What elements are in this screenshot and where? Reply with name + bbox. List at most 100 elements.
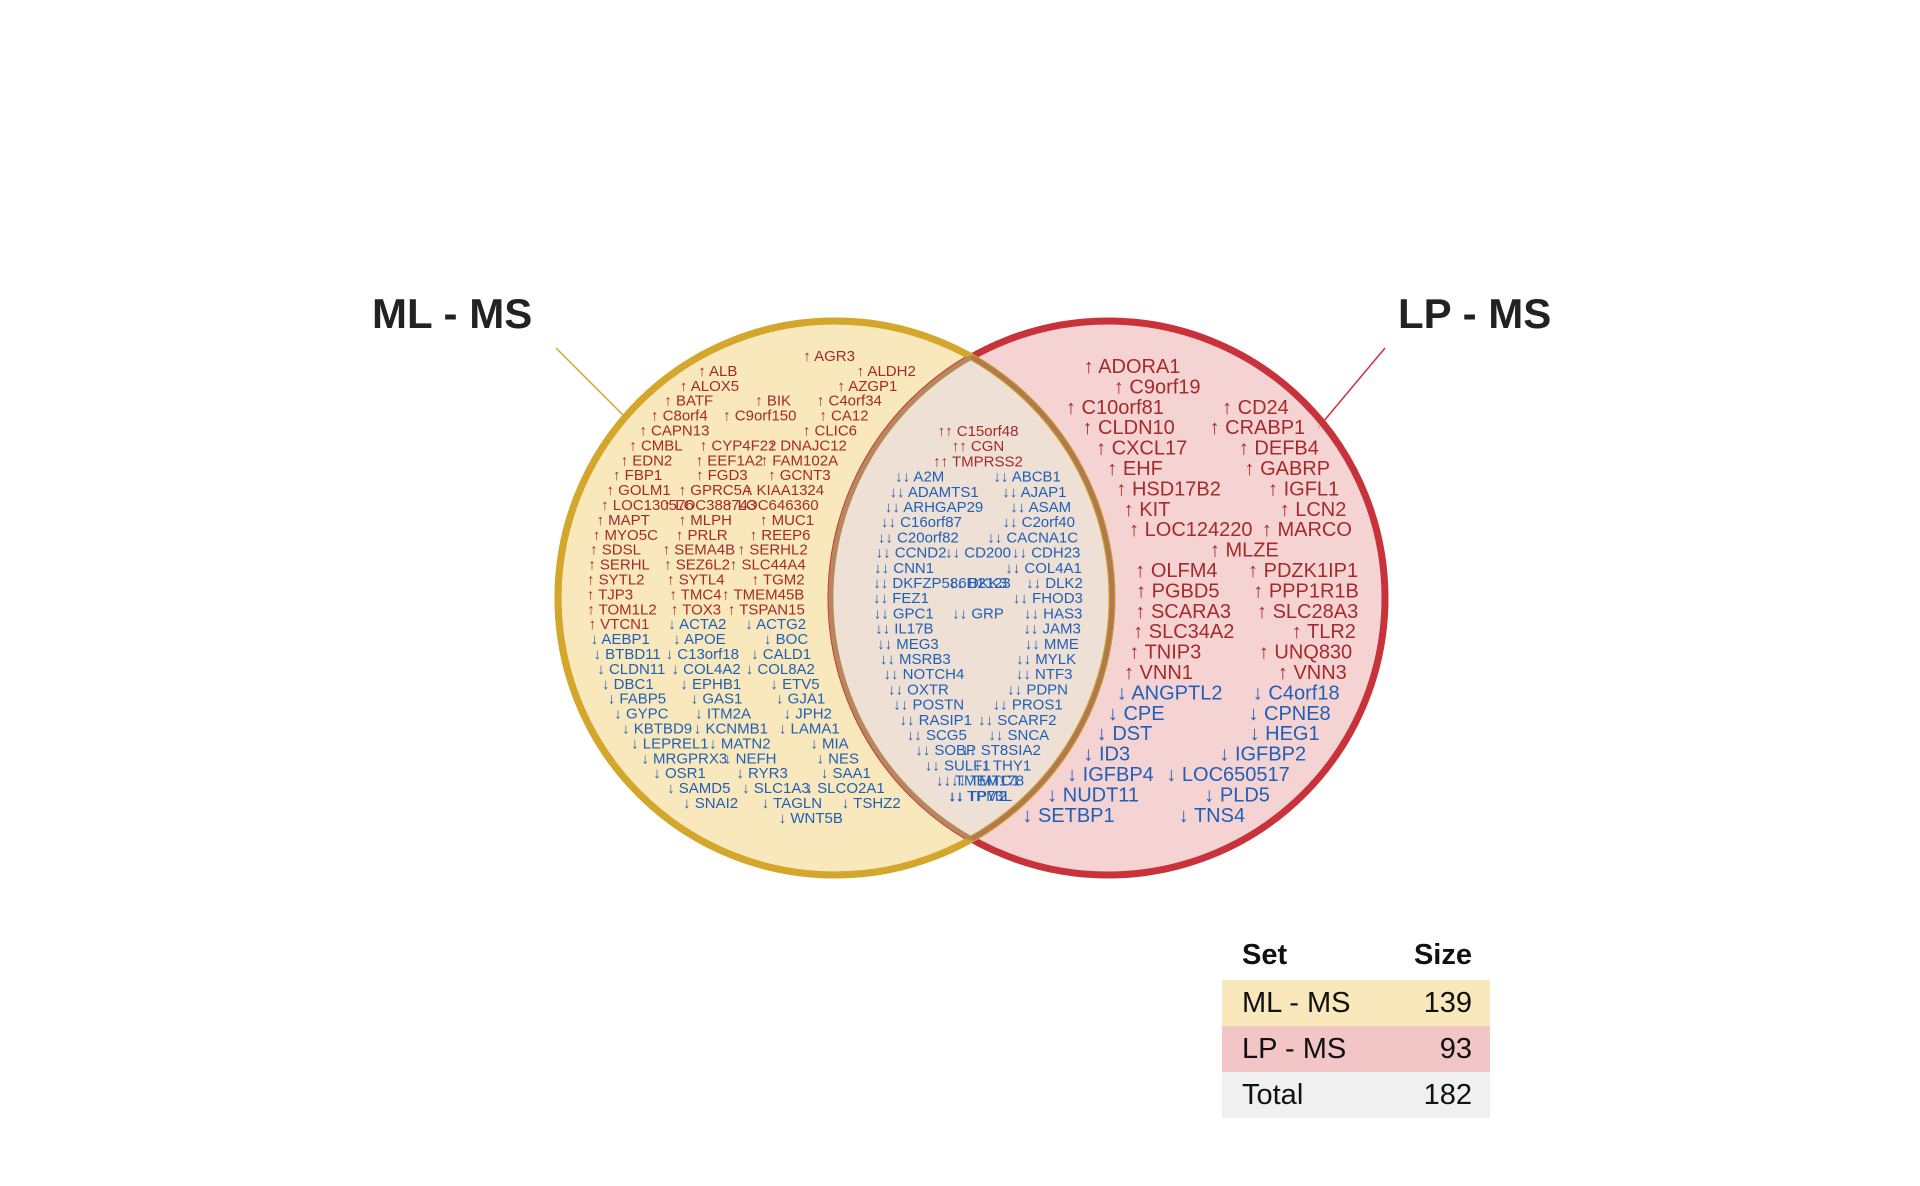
gene-label: ↑ ALOX5 [680, 378, 739, 395]
gene-label: ↑ SYTL2 [587, 572, 645, 589]
gene-label: ↑ LOC646360 [726, 497, 819, 514]
gene-label: ↓↓ C16orf87 [881, 514, 962, 531]
gene-label: ↓↓ C20orf82 [878, 529, 959, 546]
gene-label: ↓↓ CNN1 [874, 560, 934, 577]
gene-label: ↓ ITM2A [695, 706, 751, 723]
gene-label: ↓ MRGPRX3 [641, 750, 727, 767]
gene-label: ↓↓ DKK3 [949, 575, 1007, 592]
gene-label: ↑ UNQ830 [1259, 642, 1352, 664]
gene-label: ↓ RYR3 [736, 765, 787, 782]
gene-label: ↑ ALDH2 [857, 363, 916, 380]
gene-label: ↓↓ TPM2 [948, 788, 1007, 805]
gene-label: ↑ MUC1 [760, 512, 814, 529]
gene-label: ↑ SLC28A3 [1257, 601, 1358, 623]
gene-label: ↓↓ MEG3 [877, 636, 939, 653]
gene-label: ↓ CLDN11 [597, 661, 665, 678]
gene-label: ↓ ETV5 [770, 676, 819, 693]
gene-label: ↓↓ ABCB1 [993, 469, 1061, 486]
gene-label: ↑ C10orf81 [1066, 397, 1164, 419]
gene-label: ↑ TNIP3 [1129, 642, 1201, 664]
gene-label: ↓ IGFBP4 [1067, 764, 1154, 786]
gene-label: ↑ EDN2 [621, 452, 673, 469]
gene-label: ↑ TMC4 [669, 586, 721, 603]
gene-label: ↑ SCARA3 [1135, 601, 1231, 623]
legend-header-set: Set [1242, 938, 1288, 971]
gene-label: ↑ SDSL [590, 542, 641, 559]
legend-header: Set Size [1222, 930, 1490, 980]
gene-label: ↓↓ ADAMTS1 [890, 484, 979, 501]
gene-label: ↑↑ CGN [952, 438, 1005, 455]
gene-label: ↓↓ GPC1 [874, 605, 934, 622]
gene-label: ↓ TNS4 [1179, 805, 1245, 827]
gene-label: ↓ HEG1 [1250, 723, 1320, 745]
ml-only-gene-labels: ↑ AGR3↑ ALB ↑ ALDH2↑ ALOX5 ↑ AZGP1↑ BATF ↑ … [587, 348, 916, 827]
gene-label: ↓ FABP5 [608, 691, 666, 708]
gene-label: ↓ LEPREL1 [631, 735, 709, 752]
gene-label: ↓ NEFH [724, 750, 777, 767]
gene-label: ↑ GOLM1 [607, 482, 671, 499]
gene-label: ↓ NES [816, 750, 859, 767]
legend-set-label: LP - MS [1242, 1032, 1347, 1065]
gene-label: ↓↓ FEZ1 [873, 590, 929, 607]
gene-label: ↑ SERHL [588, 557, 650, 574]
gene-label: ↑ PPP1R1B [1253, 580, 1359, 602]
gene-label: ↑ MLZE [1210, 540, 1279, 562]
gene-label: ↑ CLDN10 [1083, 417, 1175, 439]
gene-label: ↑ SERHL2 [738, 542, 808, 559]
gene-label: ↑↑ TMPRSS2 [933, 453, 1023, 470]
legend-set-size: 93 [1439, 1032, 1472, 1065]
gene-label: ↑ C8orf4 [651, 408, 708, 425]
gene-label: ↑ PRLR [676, 527, 728, 544]
gene-label: ↓↓ TP73L [949, 788, 1012, 805]
gene-label: ↑ LCN2 [1280, 499, 1347, 521]
gene-label: ↓↓ TMEM178 [936, 773, 1024, 790]
gene-label: ↓ IGFBP2 [1219, 744, 1306, 766]
gene-label: ↑ DEFB4 [1239, 438, 1319, 460]
gene-label: ↑ AZGP1 [837, 378, 897, 395]
gene-label: ↓ CPNE8 [1248, 703, 1330, 725]
overlap-left-edge [828, 354, 973, 842]
gene-label: ↓↓ CCND2 [876, 545, 947, 562]
gene-label: ↑ SEZ6L2 [664, 557, 730, 574]
gene-label: ↑ FGD3 [696, 467, 748, 484]
gene-label: ↑ MAPT [597, 512, 650, 529]
gene-label: ↑ GPRC5A [679, 482, 752, 499]
gene-label: ↑ REEP6 [750, 527, 811, 544]
gene-label: ↑ MYO5C [593, 527, 658, 544]
gene-label: ↑↑ C15orf48 [938, 423, 1019, 440]
gene-label: ↑ TMEM45B [722, 586, 804, 603]
gene-label: ↓ KBTBD9 [622, 721, 692, 738]
gene-label: ↓ SLCO2A1 [805, 780, 884, 797]
gene-label: ↓ TSHZ2 [842, 795, 901, 812]
gene-label: ↓↓ NOTCH4 [884, 666, 965, 683]
gene-label: ↓↓ TMTC1 [951, 773, 1020, 790]
gene-label: ↑ FBP1 [613, 467, 662, 484]
gene-label: ↓↓ JAM3 [1023, 621, 1081, 638]
gene-label: ↓ COL8A2 [746, 661, 815, 678]
set-size-legend: Set Size ML - MS 139 LP - MS 93 Total 18… [1222, 930, 1490, 1118]
legend-set-size: 139 [1423, 986, 1472, 1019]
gene-label: ↓↓ COL4A1 [1005, 560, 1082, 577]
gene-label: ↓↓ DKFZP586H2123 [873, 575, 1011, 592]
lp-ms-leader-line [1317, 347, 1386, 429]
gene-label: ↓ ID3 [1083, 744, 1130, 766]
gene-label: ↓↓ POSTN [893, 697, 964, 714]
gene-label: ↓ JPH2 [784, 706, 832, 723]
gene-label: ↑ MARCO [1262, 519, 1352, 541]
legend-set-label: ML - MS [1242, 986, 1351, 1019]
gene-label: ↓ ANGPTL2 [1117, 682, 1223, 704]
gene-label: ↓ C4orf18 [1253, 682, 1340, 704]
gene-label: ↓↓ THY1 [974, 757, 1031, 774]
gene-label: ↓ ACTG2 [745, 616, 806, 633]
overlap-right-edge [970, 354, 1115, 842]
gene-label: ↓↓ IL17B [875, 621, 933, 638]
gene-label: ↑ DNAJC12 [769, 437, 847, 454]
gene-label: ↓ SAA1 [821, 765, 871, 782]
gene-label: ↑ SYTL4 [667, 572, 725, 589]
gene-label: ↓↓ CACNA1C [987, 529, 1078, 546]
gene-label: ↑ VNN1 [1124, 662, 1193, 684]
gene-label: ↓ MATN2 [709, 735, 770, 752]
gene-label: ↑ FAM102A [761, 452, 839, 469]
gene-label: ↓↓ GRP [952, 605, 1004, 622]
